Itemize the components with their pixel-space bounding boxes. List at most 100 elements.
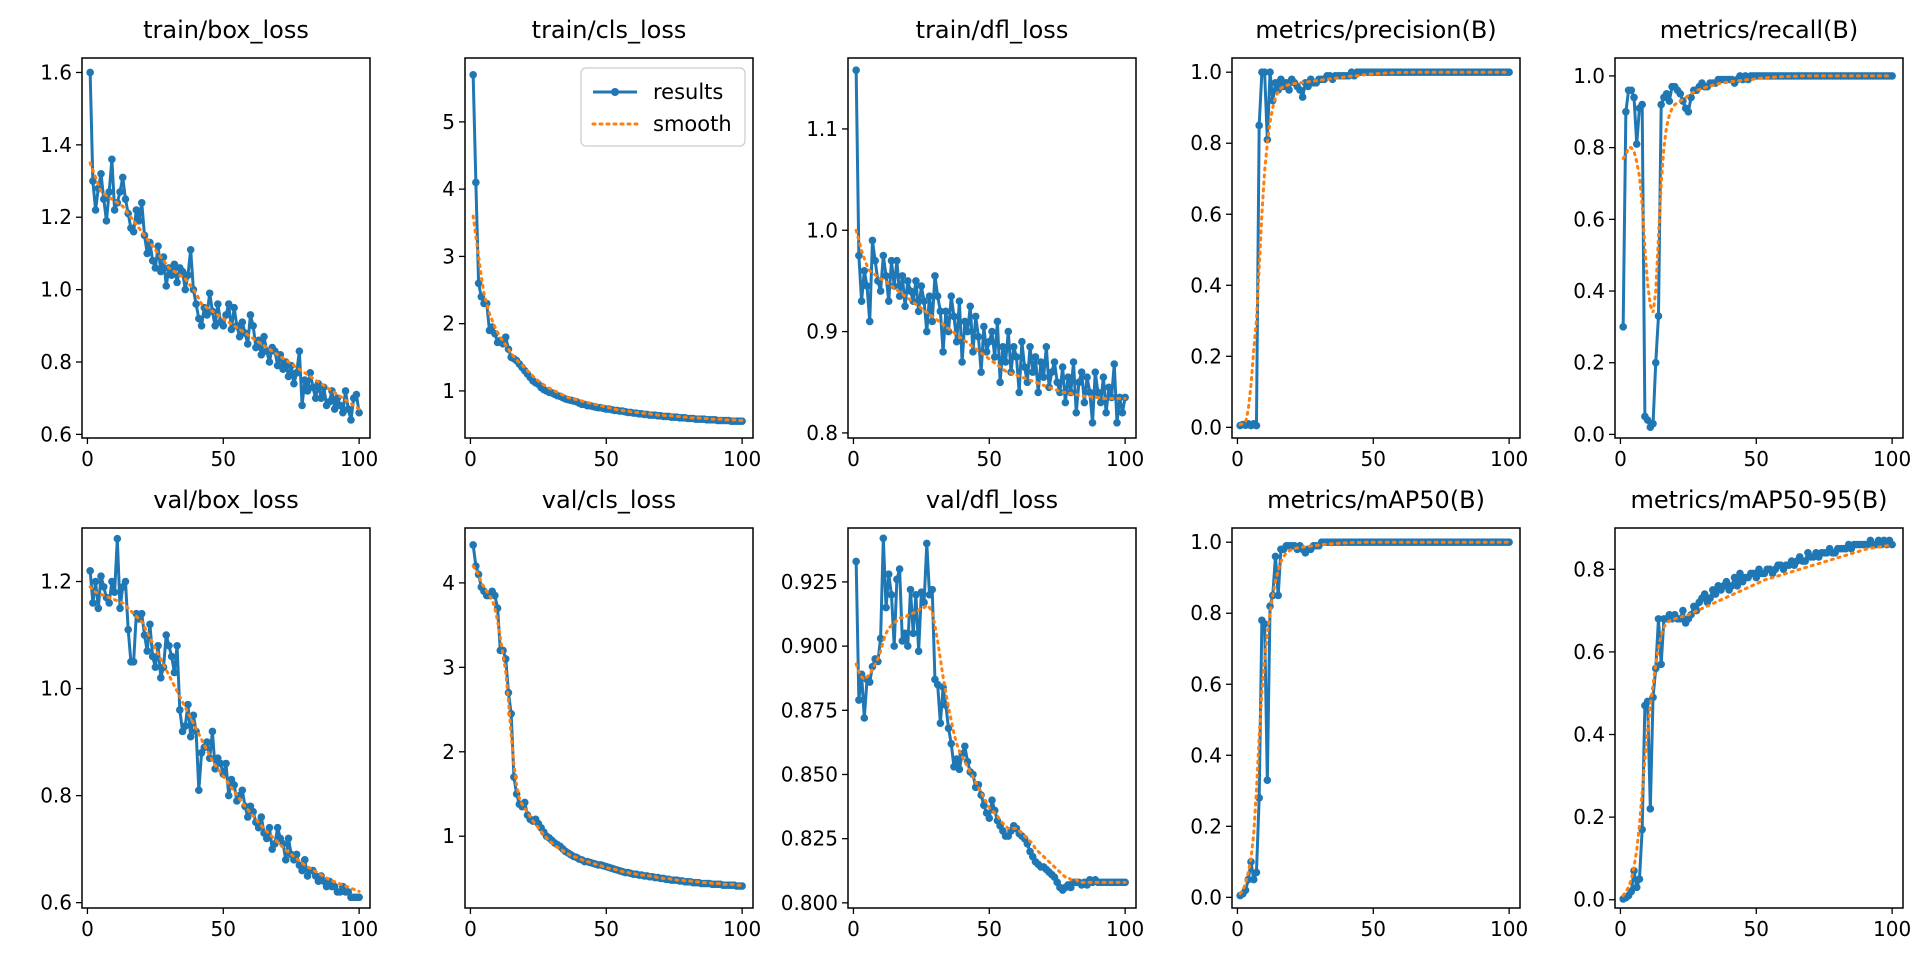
results-point — [1083, 373, 1091, 382]
smooth-series-line — [1238, 70, 1511, 426]
results-point — [1252, 421, 1261, 430]
legend-results-label: results — [653, 80, 723, 104]
x-tick-label: 100 — [723, 917, 761, 941]
results-series-line — [854, 70, 1127, 425]
results-point — [1632, 140, 1641, 148]
results-point — [890, 642, 898, 650]
results-point — [1752, 573, 1761, 582]
results-point — [303, 387, 312, 395]
y-tick-label: 0.825 — [781, 827, 838, 851]
y-tick-label: 0.850 — [781, 762, 838, 786]
y-tick-label: 0.6 — [40, 422, 72, 446]
results-point — [235, 332, 244, 341]
results-point — [1733, 582, 1742, 590]
results-point — [1736, 569, 1744, 578]
results-point — [246, 311, 255, 319]
results-point — [249, 322, 257, 330]
results-point — [903, 642, 912, 650]
x-tick-label: 0 — [81, 917, 94, 941]
results-point — [1118, 408, 1127, 417]
results-point — [1700, 590, 1709, 598]
x-tick-label: 0 — [81, 447, 94, 471]
y-tick-label: 1.1 — [806, 117, 838, 141]
panel-title: train/cls_loss — [532, 16, 687, 44]
results-point — [1064, 373, 1072, 382]
results-point — [1058, 363, 1067, 371]
results-point — [137, 609, 146, 618]
results-point — [227, 325, 236, 334]
y-tick-label: 1.0 — [40, 278, 72, 302]
results-point — [178, 267, 187, 276]
y-tick-label: 1.2 — [40, 205, 72, 229]
results-point — [933, 292, 942, 300]
panel-metrics-map50-b: metrics/mAP50(B) 0 50 100 0.0 0.2 0.4 0.6 0.8 1.0 — [1190, 486, 1528, 941]
results-point — [135, 217, 143, 225]
results-point — [330, 405, 339, 413]
results-point — [132, 206, 141, 214]
smooth-series-line — [88, 161, 361, 411]
results-point — [882, 603, 890, 612]
results-point — [156, 674, 165, 682]
results-series-line — [1622, 538, 1894, 901]
results-point — [344, 405, 353, 413]
results-point — [284, 834, 293, 843]
panel-train-cls-loss: train/cls_loss 0 50 100 1 2 3 4 5 results smooth — [442, 16, 761, 471]
results-point — [292, 850, 301, 859]
results-point — [1687, 93, 1695, 102]
axes-frame — [464, 57, 754, 439]
results-point — [173, 278, 181, 287]
results-point — [922, 539, 931, 548]
results-point — [1260, 68, 1269, 77]
results-point — [1635, 875, 1644, 883]
results-point — [154, 242, 162, 250]
results-point — [116, 604, 124, 613]
results-point — [298, 401, 306, 410]
results-point — [1255, 121, 1263, 130]
results-point — [855, 696, 863, 704]
results-point — [860, 714, 869, 722]
results-point — [1654, 312, 1663, 320]
results-point — [99, 195, 108, 203]
results-point — [192, 300, 200, 308]
smooth-series-line — [471, 214, 744, 423]
results-point — [1110, 360, 1119, 368]
plot-area — [86, 534, 363, 902]
x-tick-label: 50 — [211, 917, 236, 941]
y-tick-label: 0.925 — [781, 570, 838, 594]
results-point — [110, 206, 119, 214]
results-point — [1632, 883, 1641, 892]
results-point — [865, 678, 874, 686]
results-point — [1266, 68, 1274, 77]
results-point — [952, 755, 961, 763]
x-tick-label: 50 — [977, 917, 1002, 941]
results-point — [1271, 79, 1280, 87]
results-point — [162, 631, 171, 639]
results-point — [879, 534, 888, 543]
results-point — [173, 641, 181, 650]
y-tick-label: 2 — [442, 740, 455, 764]
results-point — [347, 416, 355, 424]
results-point — [1730, 573, 1739, 582]
results-point — [884, 297, 893, 306]
results-point — [238, 786, 247, 795]
results-point — [1077, 368, 1086, 376]
x-tick-label: 0 — [1614, 447, 1627, 471]
results-point — [184, 700, 192, 709]
plot-area — [1236, 538, 1513, 900]
y-tick-label: 0.875 — [781, 698, 838, 722]
y-tick-label: 1.0 — [1190, 530, 1222, 554]
results-point — [137, 198, 146, 207]
results-point — [325, 398, 334, 406]
results-point — [243, 340, 252, 348]
x-tick-label: 100 — [1873, 447, 1911, 471]
results-point — [882, 272, 890, 280]
x-tick-label: 0 — [847, 917, 860, 941]
x-tick-label: 50 — [1744, 917, 1769, 941]
legend-smooth-label: smooth — [653, 112, 732, 136]
results-point — [195, 786, 203, 795]
results-point — [146, 620, 154, 629]
results-point — [895, 292, 904, 300]
results-point — [1069, 358, 1078, 366]
results-point — [1627, 887, 1636, 896]
smooth-series-line — [1621, 543, 1894, 898]
